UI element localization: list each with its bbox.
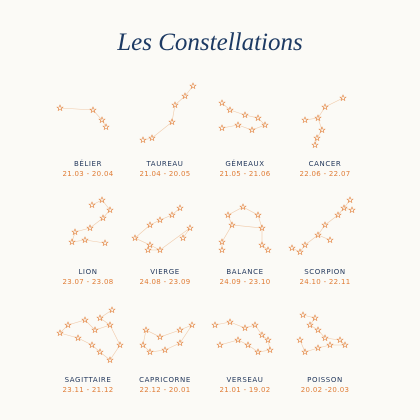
- constellation-line: [59, 309, 121, 361]
- sign-name: SAGITTAIRE: [65, 376, 112, 384]
- sign-dates: 24.08 - 23.09: [140, 278, 191, 286]
- sign-dates: 23.07 - 23.08: [63, 278, 114, 286]
- sign-dates: 20.02 -20.03: [301, 386, 349, 394]
- constellation-line: [142, 324, 193, 353]
- constellation-line: [291, 199, 353, 253]
- sign-name: VIERGE: [150, 268, 180, 276]
- constellation-line: [59, 107, 107, 128]
- constellations: [56, 82, 356, 363]
- constellation-line: [221, 102, 266, 131]
- sign-dates: 21.01 - 19.02: [220, 386, 271, 394]
- sign-name: CANCER: [309, 160, 342, 168]
- sign-name: GÉMEAUX: [225, 159, 264, 168]
- sign-name: VERSEAU: [226, 376, 263, 384]
- constellation-line: [134, 207, 191, 251]
- sign-name: LION: [78, 268, 97, 276]
- constellation: [68, 196, 114, 246]
- constellation: [301, 94, 347, 148]
- constellation: [288, 196, 356, 255]
- constellation: [56, 104, 110, 130]
- constellation: [218, 203, 272, 253]
- constellation: [211, 318, 274, 355]
- sign-name: POISSON: [307, 376, 343, 384]
- sign-dates: 24.10 - 22.11: [300, 278, 351, 286]
- sign-dates: 22.06 - 22.07: [300, 170, 351, 178]
- sign-name: BALANCE: [226, 268, 263, 276]
- constellation: [218, 99, 269, 133]
- constellation-line: [299, 314, 346, 353]
- title: Les Constellations: [116, 29, 302, 56]
- constellation: [139, 82, 197, 143]
- sign-dates: 21.05 - 21.06: [220, 170, 271, 178]
- sign-name: BÉLIER: [74, 159, 102, 168]
- constellation: [131, 204, 194, 253]
- constellation-line: [221, 206, 269, 251]
- constellation: [56, 306, 124, 363]
- sign-name: CAPRICORNE: [139, 376, 191, 384]
- sign-name: SCORPION: [304, 268, 346, 276]
- labels: BÉLIER 21.03 - 20.04 TAUREAU 21.04 - 20.05 G…: [63, 159, 351, 394]
- constellation-line: [214, 321, 271, 353]
- sign-dates: 21.03 - 20.04: [63, 170, 114, 178]
- sign-dates: 22.12 - 20.01: [140, 386, 191, 394]
- sign-dates: 21.04 - 20.05: [140, 170, 191, 178]
- constellation-line: [71, 199, 111, 244]
- sign-name: TAUREAU: [145, 160, 183, 168]
- sign-dates: 23.11 - 21.12: [63, 386, 114, 394]
- constellation: [139, 321, 196, 355]
- constellation: [296, 311, 349, 355]
- sign-dates: 24.09 - 23.10: [220, 278, 271, 286]
